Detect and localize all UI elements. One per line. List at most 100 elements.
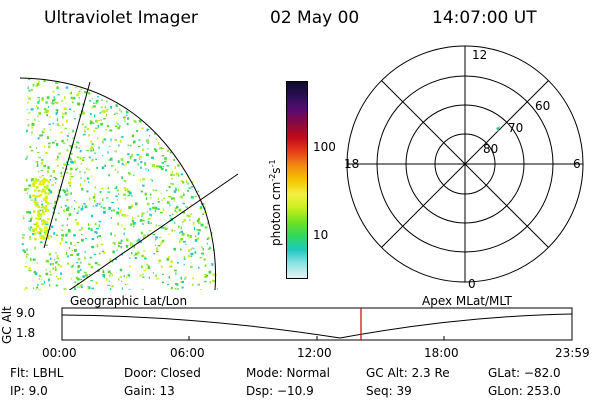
emission-speckle	[166, 130, 170, 133]
emission-speckle	[147, 233, 149, 237]
emission-speckle	[173, 158, 175, 161]
emission-speckle	[218, 252, 220, 254]
emission-speckle	[102, 109, 105, 113]
emission-speckle	[39, 157, 41, 159]
emission-speckle	[204, 264, 207, 267]
emission-speckle	[217, 288, 218, 290]
emission-speckle	[65, 167, 68, 170]
emission-speckle	[66, 224, 68, 227]
emission-speckle	[41, 130, 44, 134]
emission-speckle	[131, 194, 133, 197]
emission-speckle	[50, 236, 53, 238]
emission-speckle	[123, 116, 126, 119]
emission-speckle	[67, 255, 69, 258]
emission-speckle	[33, 189, 37, 192]
emission-speckle	[155, 138, 157, 140]
mode-info: Mode: Normal	[246, 366, 330, 380]
emission-speckle	[130, 252, 133, 255]
emission-speckle	[77, 210, 80, 212]
emission-speckle	[134, 217, 136, 219]
emission-speckle	[37, 101, 40, 104]
emission-speckle	[102, 155, 104, 157]
emission-speckle	[176, 206, 179, 209]
emission-speckle	[157, 208, 160, 210]
emission-speckle	[198, 222, 201, 224]
emission-speckle	[91, 238, 95, 240]
emission-speckle	[65, 193, 68, 196]
emission-speckle	[67, 217, 69, 220]
emission-speckle	[132, 216, 134, 220]
emission-speckle	[97, 119, 100, 122]
emission-speckle	[219, 141, 221, 144]
emission-speckle	[209, 281, 211, 284]
emission-speckle	[66, 208, 69, 212]
emission-speckle	[98, 81, 100, 83]
emission-speckle	[207, 92, 210, 95]
emission-speckle	[24, 106, 26, 110]
emission-speckle	[186, 134, 189, 138]
emission-speckle	[49, 263, 51, 266]
emission-speckle	[194, 111, 197, 113]
emission-speckle	[88, 92, 91, 94]
emission-speckle	[28, 184, 32, 187]
emission-speckle	[94, 231, 97, 234]
emission-speckle	[178, 174, 180, 177]
timeline-tick-0000: 00:00	[42, 346, 77, 360]
emission-speckle	[189, 235, 192, 238]
emission-speckle	[220, 73, 221, 75]
emission-speckle	[187, 234, 190, 237]
timeline-tick-1800: 18:00	[424, 346, 459, 360]
emission-speckle	[155, 87, 159, 89]
emission-speckle	[187, 78, 190, 80]
emission-speckle	[140, 166, 142, 169]
emission-speckle	[134, 140, 136, 144]
emission-speckle	[159, 211, 163, 214]
emission-speckle	[187, 87, 189, 90]
emission-speckle	[95, 204, 98, 207]
emission-speckle	[120, 158, 124, 161]
emission-speckle	[77, 102, 81, 106]
emission-speckle	[133, 225, 135, 228]
emission-speckle	[56, 164, 59, 167]
emission-speckle	[109, 287, 112, 290]
emission-speckle	[199, 131, 201, 133]
emission-speckle	[59, 242, 62, 245]
emission-speckle	[131, 220, 135, 222]
emission-speckle	[76, 167, 78, 170]
emission-speckle	[37, 190, 41, 192]
emission-speckle	[165, 169, 168, 172]
emission-speckle	[175, 102, 177, 106]
emission-speckle	[34, 227, 38, 231]
emission-speckle	[110, 232, 112, 236]
emission-speckle	[38, 171, 40, 173]
emission-speckle	[195, 160, 198, 163]
emission-speckle	[29, 146, 32, 148]
emission-speckle	[91, 97, 93, 100]
emission-speckle	[173, 247, 177, 251]
emission-speckle	[54, 139, 57, 142]
emission-speckle	[112, 250, 115, 254]
emission-speckle	[53, 96, 55, 98]
emission-speckle	[197, 232, 200, 236]
emission-speckle	[153, 253, 156, 255]
emission-speckle	[45, 201, 48, 204]
emission-speckle	[132, 140, 135, 144]
emission-speckle	[155, 239, 157, 241]
emission-speckle	[90, 149, 93, 152]
emission-speckle	[110, 138, 112, 142]
emission-speckle	[160, 165, 162, 169]
emission-speckle	[148, 276, 150, 279]
emission-speckle	[60, 265, 63, 268]
emission-speckle	[67, 164, 70, 165]
emission-speckle	[84, 256, 86, 260]
emission-speckle	[84, 91, 87, 94]
timeline-y-top: 9.0	[16, 306, 36, 320]
emission-speckle	[115, 195, 118, 198]
emission-speckle	[212, 227, 215, 230]
emission-speckle	[120, 110, 123, 113]
emission-speckle	[129, 265, 131, 268]
emission-speckle	[27, 78, 31, 80]
emission-speckle	[151, 112, 154, 116]
emission-speckle	[137, 86, 139, 88]
emission-speckle	[195, 235, 197, 238]
